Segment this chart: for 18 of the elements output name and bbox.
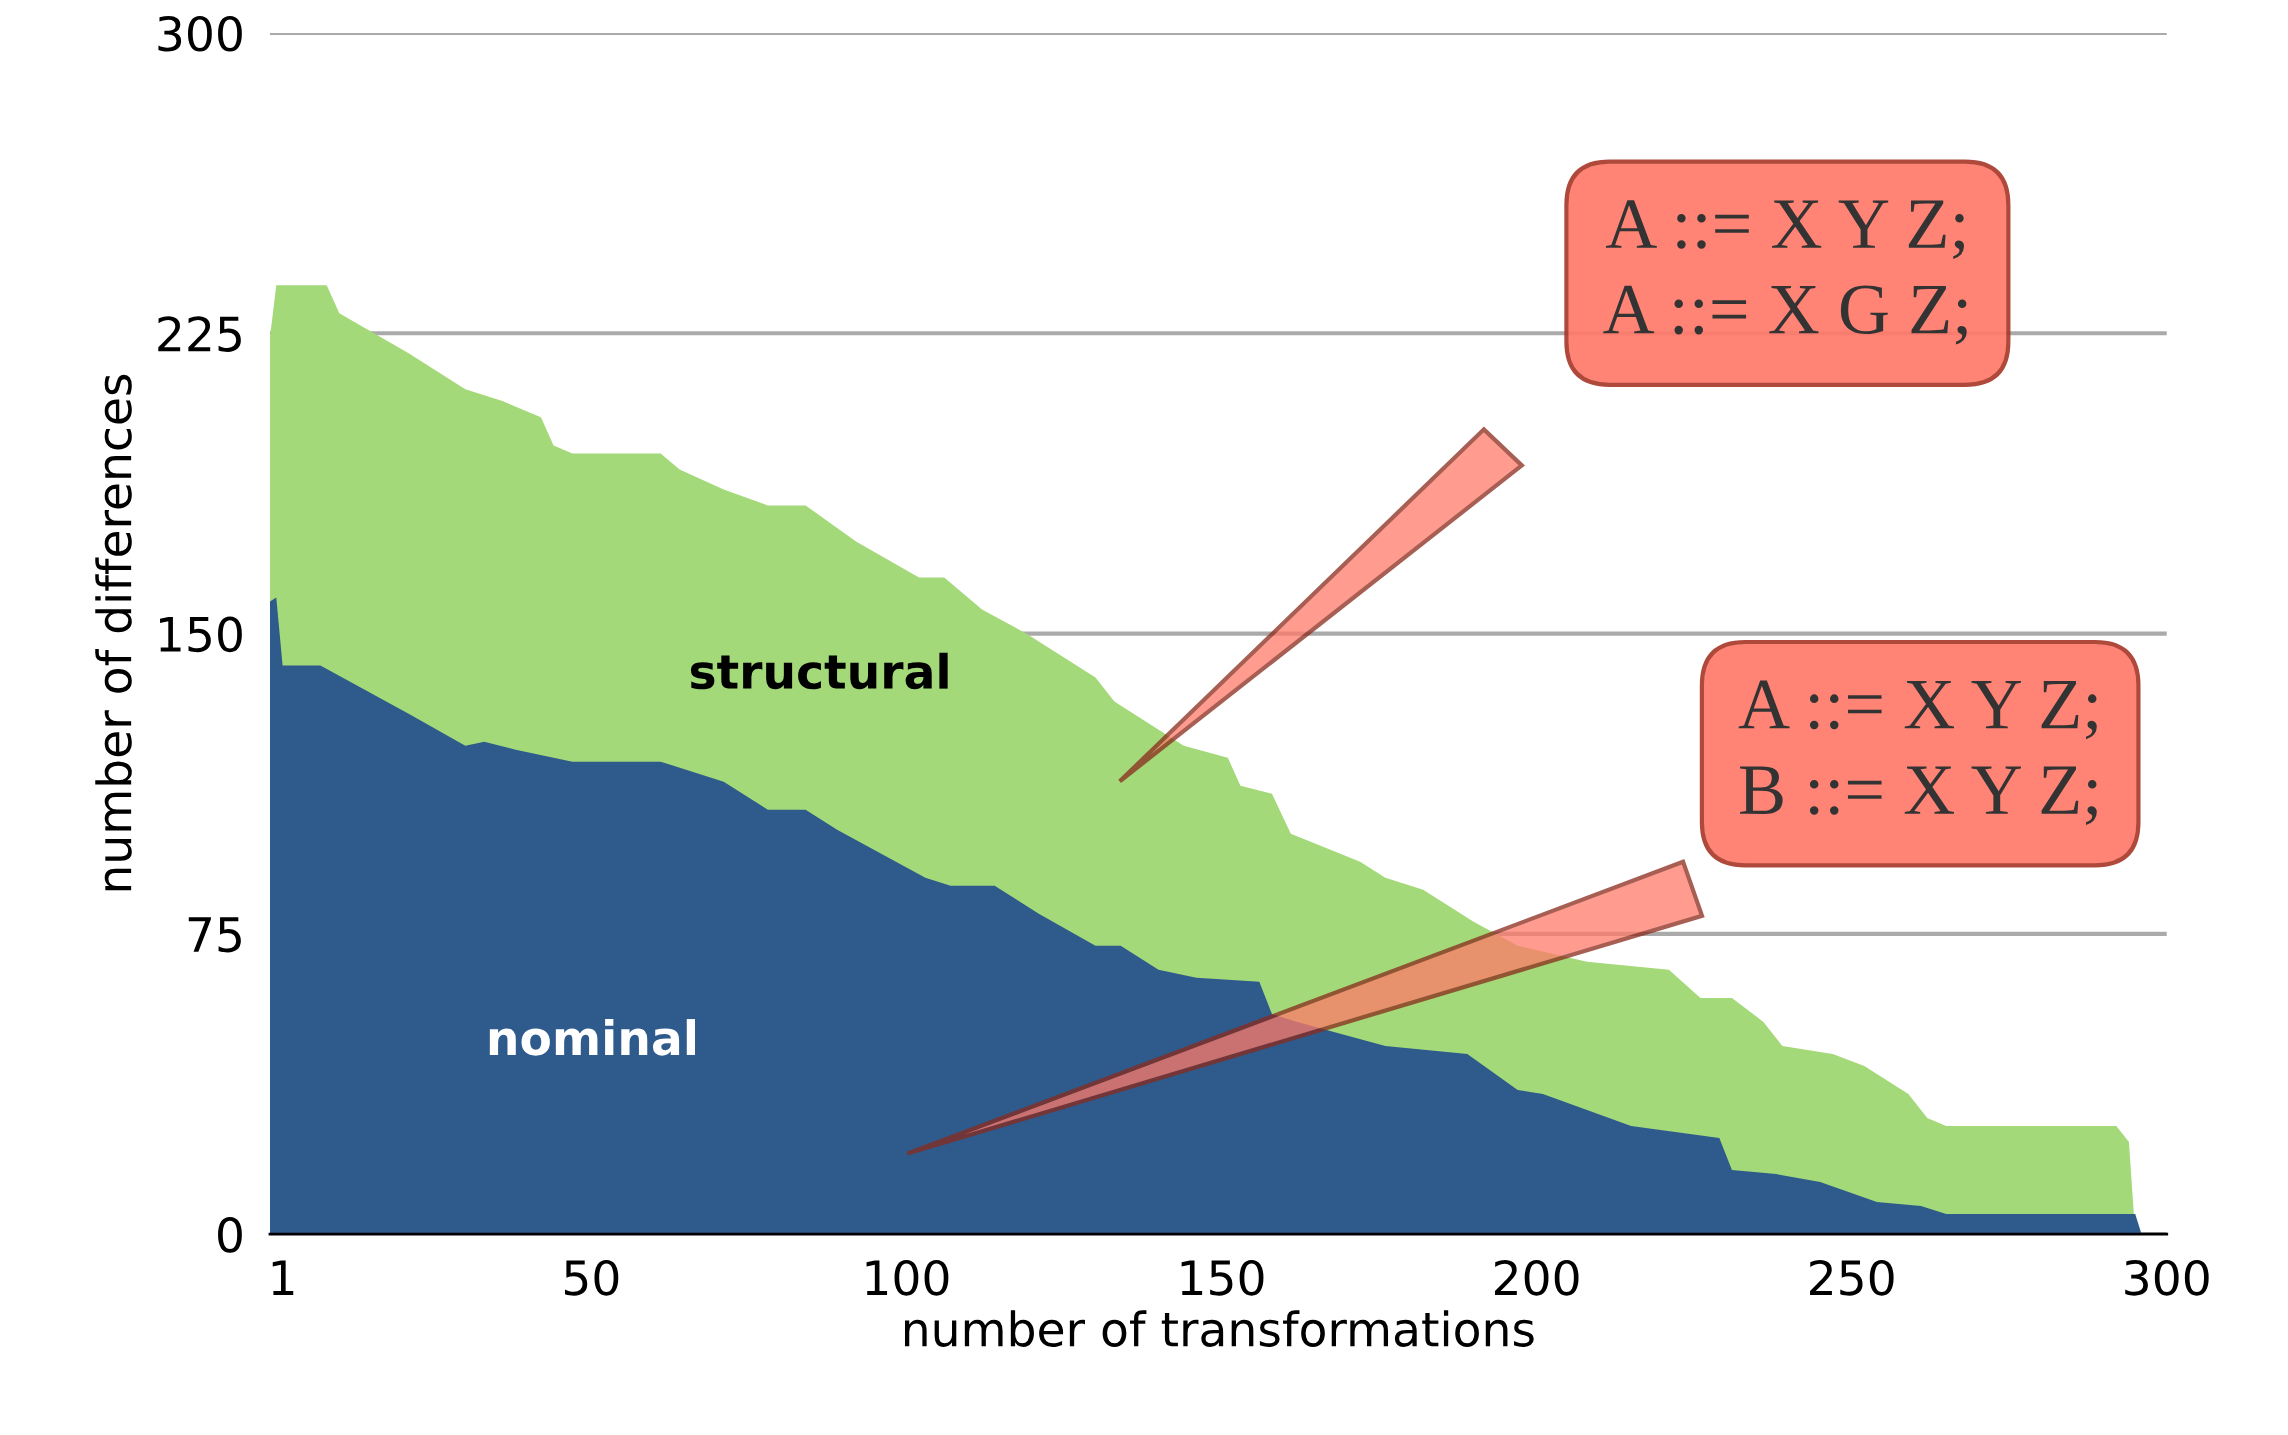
annotation: A ::= X Y Z; A ::= X G Z; bbox=[1603, 200, 1967, 345]
x-tick-label: 300 bbox=[2125, 1259, 2209, 1296]
x-tick-label: 50 bbox=[564, 1259, 619, 1296]
x-tick-label: 100 bbox=[866, 1259, 949, 1296]
x-tick-label: 1 bbox=[272, 1260, 294, 1295]
annotation: A ::= X Y Z; B ::= X Y Z; bbox=[1738, 680, 2097, 825]
y-axis-title: number of differences bbox=[95, 374, 132, 891]
x-tick-label: 150 bbox=[1181, 1259, 1264, 1296]
series-label: structural bbox=[690, 652, 948, 690]
x-tick-label: 200 bbox=[1494, 1259, 1579, 1296]
y-tick-label: 0 bbox=[218, 1216, 242, 1253]
y-tick-label: 75 bbox=[188, 917, 241, 953]
series-label: nominal bbox=[489, 1019, 696, 1056]
x-tick-label: 250 bbox=[1810, 1259, 1894, 1296]
y-tick-label: 225 bbox=[158, 316, 241, 352]
y-tick-label: 150 bbox=[160, 616, 242, 653]
y-tick-label: 300 bbox=[158, 15, 242, 52]
x-axis-title: number of transformations bbox=[904, 1310, 1534, 1347]
